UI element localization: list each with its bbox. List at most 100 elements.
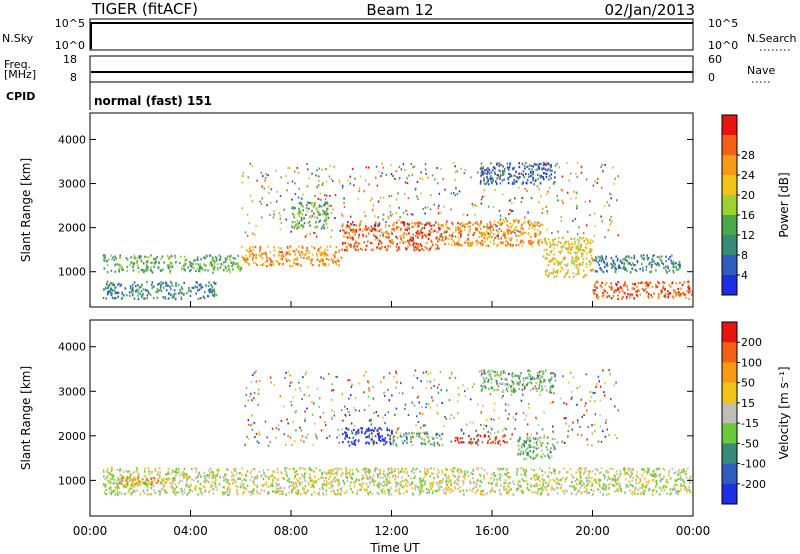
range-cell [604,283,607,286]
range-cell [323,211,326,214]
range-cell [239,268,242,271]
range-cell [657,293,660,296]
range-cell [205,254,207,257]
range-cell [536,438,539,441]
range-cell [373,235,375,238]
range-cell [391,213,394,216]
range-cell [103,475,105,478]
range-cell [403,439,406,442]
range-cell [619,472,622,475]
range-cell [631,294,633,297]
range-cell [597,177,600,180]
range-cell [287,182,289,185]
range-cell [276,483,279,486]
range-cell [384,474,386,477]
range-cell [631,479,634,482]
range-cell [629,296,631,299]
range-cell [183,476,185,479]
range-cell [548,378,550,381]
range-cell [376,473,379,476]
range-cell [507,229,510,232]
range-cell [679,475,682,478]
range-cell [280,472,283,475]
colorbar-tick-label: 28 [741,149,755,162]
range-cell [584,246,587,249]
range-cell [321,473,323,476]
range-cell [585,246,588,249]
range-cell [208,476,210,479]
range-cell [419,477,422,480]
range-cell [675,266,677,269]
range-cell [476,221,479,224]
range-cell [433,444,436,447]
range-cell [687,280,690,283]
range-cell [423,233,426,236]
range-cell [496,174,498,177]
range-cell [353,441,356,444]
range-cell [525,457,528,460]
range-cell [505,219,508,222]
range-cell [345,469,348,473]
range-cell [398,491,400,494]
range-cell [516,470,518,473]
range-cell [556,481,559,485]
range-cell [555,275,558,278]
range-cell [521,223,523,226]
range-cell [159,288,162,291]
range-cell [174,493,177,496]
range-cell [602,493,604,496]
range-cell [115,487,118,490]
range-cell [297,212,299,215]
range-cell [298,202,301,205]
range-cell [438,204,440,207]
range-cell [201,491,203,494]
range-cell [499,182,502,185]
range-cell [224,257,227,260]
range-cell [152,257,155,260]
range-cell [326,226,329,229]
range-cell [561,175,564,178]
range-cell [585,237,587,240]
echo-band [102,254,243,274]
range-cell [227,265,229,268]
range-cell [658,467,661,471]
range-cell [349,243,351,247]
range-cell [374,480,377,483]
range-cell [160,490,162,493]
range-cell [497,467,499,470]
range-cell [156,288,159,291]
range-cell [342,223,344,226]
range-cell [105,283,108,286]
noise-cells [241,161,619,239]
range-cell [586,490,588,493]
range-cell [494,438,496,441]
range-cell [222,486,225,489]
range-cell [524,449,527,452]
range-cell [650,474,652,477]
range-cell [436,167,438,169]
range-cell [109,472,111,475]
range-cell [226,269,228,273]
range-cell [600,186,603,189]
range-cell [487,227,489,230]
range-cell [611,287,613,290]
range-cell [579,470,582,473]
range-cell [396,242,398,246]
range-cell [459,223,461,226]
range-cell [475,442,477,445]
range-cell [146,280,148,283]
range-cell [658,263,661,266]
range-cell [624,284,626,287]
range-cell [652,470,655,473]
range-cell [460,232,462,235]
range-cell [529,242,531,246]
range-cell [409,243,411,246]
range-cell [456,193,459,196]
range-cell [314,475,316,478]
range-cell [292,481,295,484]
range-cell [400,435,403,439]
range-cell [633,283,636,286]
range-cell [589,214,591,217]
range-cell [309,479,312,483]
range-cell [332,262,335,265]
